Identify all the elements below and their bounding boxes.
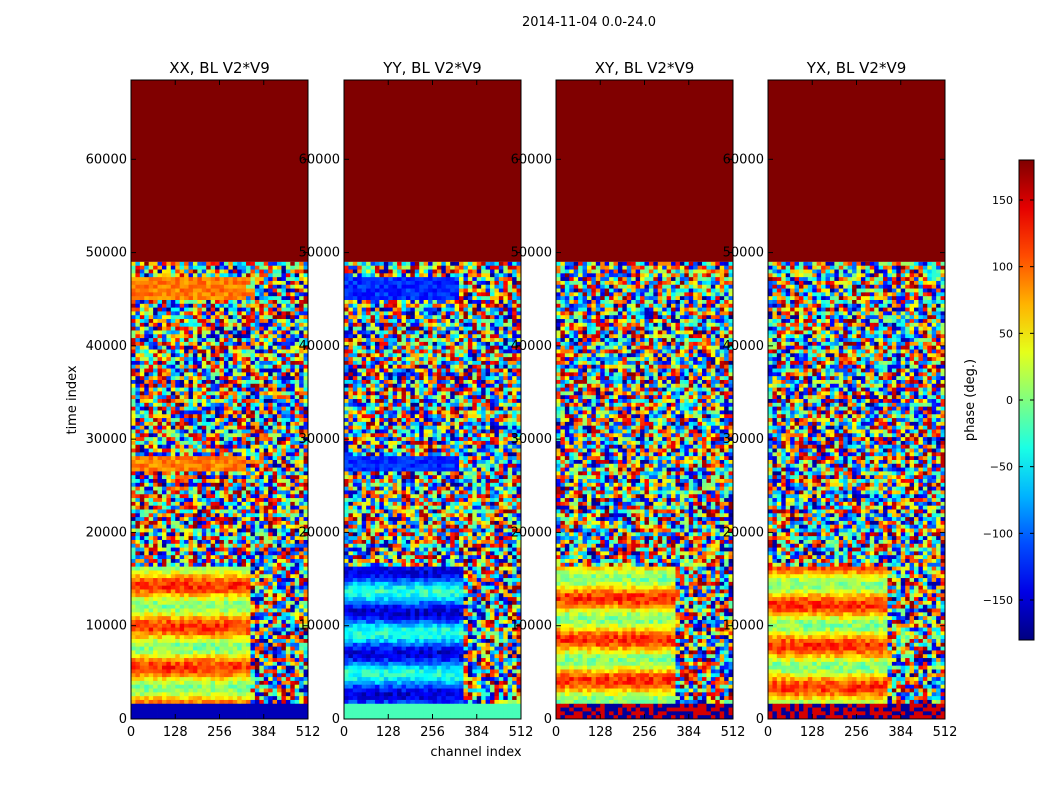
panel-4: YX, BL V2*V9 0 128 256 384 512 0 10000 20000 3000…	[723, 59, 958, 740]
x-tick-label: 512	[721, 725, 746, 740]
y-tick-label: 20000	[723, 525, 764, 540]
y-tick-label: 40000	[299, 339, 340, 354]
colorbar-tick-label: 100	[992, 261, 1013, 274]
y-tick-label: 30000	[299, 432, 340, 447]
y-tick-label: 10000	[723, 619, 764, 634]
panel-title: YY, BL V2*V9	[382, 59, 481, 77]
colorbar: 150 100 50 0 −50 −100 −150	[983, 159, 1035, 641]
x-tick-label: 128	[800, 725, 825, 740]
x-tick-label: 128	[163, 725, 188, 740]
y-tick-label: 50000	[723, 246, 764, 261]
x-tick-label: 384	[676, 725, 701, 740]
x-tick-label: 256	[207, 725, 232, 740]
x-axis-label: channel index	[430, 745, 521, 760]
x-tick-label: 0	[764, 725, 772, 740]
panel-1: XX, BL V2*V9 0 128 256 384 512 0 10000 20000 3000…	[86, 59, 321, 740]
x-tick-label: 512	[933, 725, 958, 740]
x-tick-label: 384	[464, 725, 489, 740]
colorbar-tick-label: 0	[1006, 394, 1013, 407]
heatmap-constant-region	[131, 80, 308, 262]
y-tick-label: 50000	[511, 246, 552, 261]
y-tick-label: 50000	[299, 246, 340, 261]
heatmap-constant-region	[344, 80, 521, 262]
colorbar-tick-label: −100	[983, 527, 1013, 540]
y-tick-label: 20000	[299, 525, 340, 540]
x-tick-label: 0	[552, 725, 560, 740]
y-tick-label: 60000	[86, 152, 127, 167]
heatmap-constant-region	[768, 80, 945, 262]
colorbar-tick-label: 50	[999, 327, 1013, 340]
y-tick-label: 30000	[723, 432, 764, 447]
x-tick-label: 384	[251, 725, 276, 740]
x-tick-label: 384	[888, 725, 913, 740]
y-tick-label: 10000	[511, 619, 552, 634]
y-tick-label: 40000	[723, 339, 764, 354]
y-tick-label: 10000	[86, 619, 127, 634]
y-tick-label: 40000	[86, 339, 127, 354]
y-tick-label: 40000	[511, 339, 552, 354]
colorbar-tick-label: 150	[992, 194, 1013, 207]
x-tick-label: 256	[420, 725, 445, 740]
y-axis-label: time index	[65, 365, 80, 434]
y-tick-label: 0	[544, 712, 552, 727]
x-tick-label: 256	[632, 725, 657, 740]
y-tick-label: 50000	[86, 246, 127, 261]
y-tick-label: 0	[119, 712, 127, 727]
x-tick-label: 512	[296, 725, 321, 740]
y-tick-label: 10000	[299, 619, 340, 634]
y-tick-label: 20000	[86, 525, 127, 540]
x-tick-label: 128	[588, 725, 613, 740]
colorbar-tick-label: −50	[990, 461, 1013, 474]
y-tick-label: 60000	[723, 152, 764, 167]
x-tick-label: 0	[340, 725, 348, 740]
heatmap-image	[131, 80, 308, 719]
y-tick-label: 30000	[511, 432, 552, 447]
x-tick-label: 128	[376, 725, 401, 740]
heatmap-image	[344, 80, 521, 719]
colorbar-label: phase (deg.)	[963, 359, 978, 441]
y-tick-label: 0	[332, 712, 340, 727]
y-tick-label: 30000	[86, 432, 127, 447]
figure-suptitle: 2014-11-04 0.0-24.0	[522, 15, 656, 30]
panels-group: XX, BL V2*V9 0 128 256 384 512 0 10000 20000 3000…	[86, 59, 958, 740]
y-tick-label: 60000	[511, 152, 552, 167]
x-tick-label: 512	[509, 725, 534, 740]
panel-title: XY, BL V2*V9	[595, 59, 695, 77]
x-tick-label: 256	[844, 725, 869, 740]
heatmap-image	[768, 80, 945, 719]
panel-title: XX, BL V2*V9	[169, 59, 270, 77]
panel-3: XY, BL V2*V9 0 128 256 384 512 0 10000 20000 3000…	[511, 59, 746, 740]
x-tick-label: 0	[127, 725, 135, 740]
colorbar-tick-label: −150	[983, 594, 1013, 607]
y-tick-label: 20000	[511, 525, 552, 540]
y-tick-label: 60000	[299, 152, 340, 167]
panel-title: YX, BL V2*V9	[806, 59, 907, 77]
heatmap-constant-region	[556, 80, 733, 262]
heatmap-image	[556, 80, 733, 719]
y-tick-label: 0	[756, 712, 764, 727]
panel-2: YY, BL V2*V9 0 128 256 384 512 0 10000 20000 3000…	[299, 59, 534, 740]
